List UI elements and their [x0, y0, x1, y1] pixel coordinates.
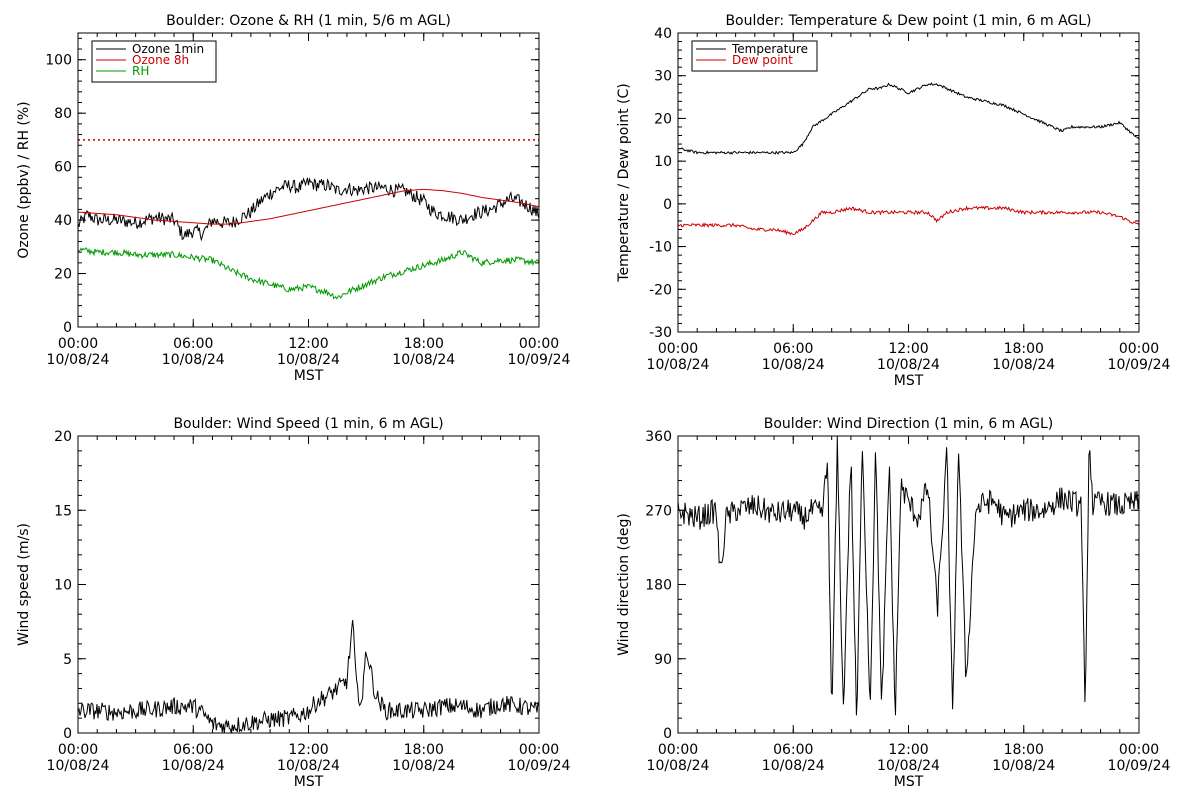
y-tick-label: 0	[663, 197, 672, 213]
legend-entry: Temperature	[731, 42, 808, 56]
x-tick-time: 06:00	[173, 742, 213, 758]
x-tick-date: 10/08/24	[277, 352, 340, 368]
y-tick-label: 30	[654, 69, 672, 85]
x-tick-date: 10/09/24	[1108, 357, 1171, 373]
y-tick-label: 20	[654, 111, 672, 127]
x-tick-date: 10/08/24	[47, 758, 110, 774]
x-tick-time: 18:00	[404, 336, 444, 352]
x-tick-date: 10/08/24	[992, 758, 1055, 774]
y-tick-label: 5	[63, 652, 72, 668]
y-axis-label: Wind speed (m/s)	[16, 523, 32, 646]
y-tick-label: 20	[54, 429, 72, 445]
x-tick-date: 10/08/24	[762, 758, 825, 774]
plot-frame	[677, 32, 1140, 333]
y-tick-label: 40	[654, 26, 672, 42]
series-line-dew-point	[678, 205, 1139, 236]
x-tick-date: 10/08/24	[392, 352, 455, 368]
x-tick-time: 00:00	[1119, 341, 1159, 357]
chart-panel-2: Boulder: Temperature & Dew point (1 min,…	[616, 13, 1171, 389]
y-tick-label: 180	[645, 578, 672, 594]
x-tick-date: 10/08/24	[392, 758, 455, 774]
legend-entry: Dew point	[732, 53, 793, 67]
y-tick-label: 40	[54, 213, 72, 229]
y-axis-label: Ozone (ppbv) / RH (%)	[16, 101, 32, 258]
plot-frame	[77, 435, 540, 734]
x-tick-time: 00:00	[1119, 742, 1159, 758]
y-tick-label: 270	[645, 503, 672, 519]
y-axis-label: Temperature / Dew point (C)	[616, 83, 632, 282]
chart-panel-1: Boulder: Ozone & RH (1 min, 5/6 m AGL) Oz…	[16, 13, 571, 384]
x-tick-date: 10/08/24	[47, 352, 110, 368]
x-tick-time: 00:00	[519, 336, 559, 352]
y-tick-label: 20	[54, 267, 72, 283]
x-tick-date: 10/09/24	[508, 352, 571, 368]
y-tick-label: -10	[649, 240, 672, 256]
y-axis-label: Wind direction (deg)	[616, 513, 632, 656]
x-tick-time: 18:00	[1004, 341, 1044, 357]
x-tick-time: 12:00	[888, 742, 928, 758]
chart-title: Boulder: Wind Direction (1 min, 6 m AGL)	[764, 416, 1053, 432]
legend	[91, 40, 217, 83]
x-tick-date: 10/08/24	[647, 357, 710, 373]
legend-entry: Ozone 8h	[132, 53, 189, 67]
chart-panel-3: Boulder: Wind Speed (1 min, 6 m AGL) Wind…	[16, 416, 571, 790]
legend	[691, 40, 818, 72]
x-tick-time: 00:00	[658, 341, 698, 357]
x-tick-date: 10/08/24	[162, 758, 225, 774]
legend-entry: Ozone 1min	[132, 42, 204, 56]
x-tick-time: 00:00	[658, 742, 698, 758]
x-tick-time: 12:00	[288, 336, 328, 352]
x-tick-time: 06:00	[173, 336, 213, 352]
x-tick-time: 06:00	[773, 341, 813, 357]
y-tick-label: -30	[649, 325, 672, 341]
y-tick-label: 10	[654, 154, 672, 170]
y-tick-label: 0	[63, 320, 72, 336]
legend-entry: RH	[132, 64, 149, 78]
y-tick-label: 15	[54, 503, 72, 519]
y-tick-label: 100	[45, 53, 72, 69]
y-tick-label: 360	[645, 429, 672, 445]
series-line-ozone-1min	[78, 177, 539, 242]
x-tick-time: 00:00	[58, 742, 98, 758]
chart-title: Boulder: Wind Speed (1 min, 6 m AGL)	[173, 416, 443, 432]
chart-title: Boulder: Ozone & RH (1 min, 5/6 m AGL)	[166, 13, 451, 29]
x-tick-time: 18:00	[1004, 742, 1044, 758]
x-tick-time: 00:00	[519, 742, 559, 758]
x-tick-date: 10/08/24	[877, 758, 940, 774]
x-axis-label: MST	[894, 774, 924, 790]
y-tick-label: 80	[54, 106, 72, 122]
x-tick-time: 06:00	[773, 742, 813, 758]
chart-title: Boulder: Temperature & Dew point (1 min,…	[725, 13, 1091, 29]
plot-frame	[677, 435, 1140, 734]
chart-panel-4: Boulder: Wind Direction (1 min, 6 m AGL)…	[616, 416, 1171, 790]
y-tick-label: 10	[54, 578, 72, 594]
x-tick-time: 12:00	[288, 742, 328, 758]
plot-frame	[77, 32, 540, 328]
series-line-temperature	[678, 82, 1139, 155]
x-tick-date: 10/08/24	[877, 357, 940, 373]
x-tick-date: 10/09/24	[1108, 758, 1171, 774]
x-tick-date: 10/08/24	[992, 357, 1055, 373]
y-tick-label: 0	[663, 726, 672, 742]
y-tick-label: 90	[654, 652, 672, 668]
x-tick-date: 10/09/24	[508, 758, 571, 774]
x-tick-time: 12:00	[888, 341, 928, 357]
x-tick-time: 00:00	[58, 336, 98, 352]
x-tick-time: 18:00	[404, 742, 444, 758]
x-axis-label: MST	[894, 373, 924, 389]
x-axis-label: MST	[294, 774, 324, 790]
x-axis-label: MST	[294, 368, 324, 384]
x-tick-date: 10/08/24	[762, 357, 825, 373]
series-line-ozone-8h	[78, 188, 539, 225]
x-tick-date: 10/08/24	[162, 352, 225, 368]
series-line-series-0	[678, 436, 1139, 716]
y-tick-label: -20	[649, 282, 672, 298]
y-tick-label: 0	[63, 726, 72, 742]
y-tick-label: 60	[54, 160, 72, 176]
x-tick-date: 10/08/24	[647, 758, 710, 774]
x-tick-date: 10/08/24	[277, 758, 340, 774]
series-line-rh	[78, 247, 539, 300]
series-line-series-0	[78, 619, 539, 733]
